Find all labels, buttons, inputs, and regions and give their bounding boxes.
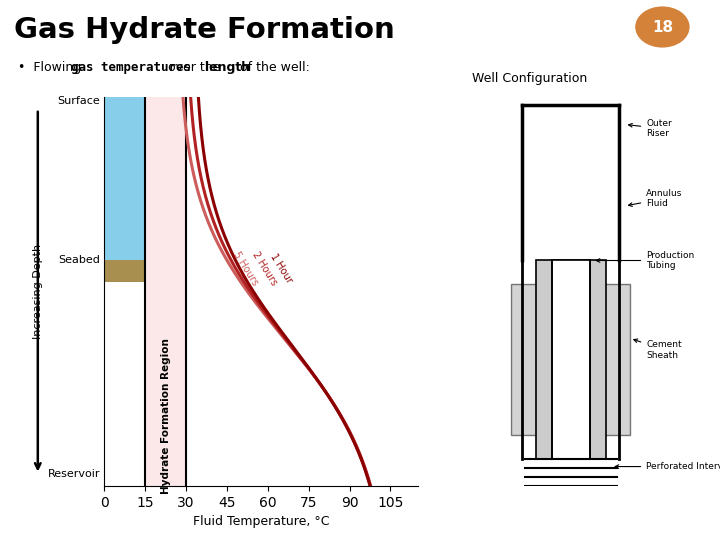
Text: over the: over the xyxy=(160,61,224,74)
Bar xyxy=(511,284,630,435)
Circle shape xyxy=(636,7,689,47)
Text: 5 Hours: 5 Hours xyxy=(232,249,261,287)
Text: Production
Tubing: Production Tubing xyxy=(596,251,695,270)
X-axis label: Fluid Temperature, °C: Fluid Temperature, °C xyxy=(193,515,329,528)
Text: Seabed: Seabed xyxy=(58,255,100,266)
Text: Well Configuration: Well Configuration xyxy=(472,72,587,85)
Bar xyxy=(104,260,145,282)
Text: of the well:: of the well: xyxy=(236,61,310,74)
Bar xyxy=(104,97,145,260)
Bar xyxy=(536,260,606,459)
Text: 18: 18 xyxy=(652,19,673,35)
Text: Perforated Interval: Perforated Interval xyxy=(615,462,720,471)
Bar xyxy=(145,97,186,486)
Text: Outer
Riser: Outer Riser xyxy=(629,119,672,138)
Bar xyxy=(552,260,590,459)
Text: Annulus
Fluid: Annulus Fluid xyxy=(629,188,683,208)
Text: Reservoir: Reservoir xyxy=(48,469,100,480)
Text: •  Flowing: • Flowing xyxy=(18,61,85,74)
Text: length: length xyxy=(205,61,251,74)
Text: 2 Hours: 2 Hours xyxy=(251,249,279,287)
Text: Hydrate Formation Region: Hydrate Formation Region xyxy=(161,338,171,494)
Text: Cement
Sheath: Cement Sheath xyxy=(634,339,682,360)
Text: 1 Hour: 1 Hour xyxy=(269,252,294,285)
Text: Surface: Surface xyxy=(58,96,100,106)
Text: gas temperatures: gas temperatures xyxy=(71,61,191,74)
Text: Gas Hydrate Formation: Gas Hydrate Formation xyxy=(14,16,395,44)
Text: Increasing Depth: Increasing Depth xyxy=(33,244,42,339)
